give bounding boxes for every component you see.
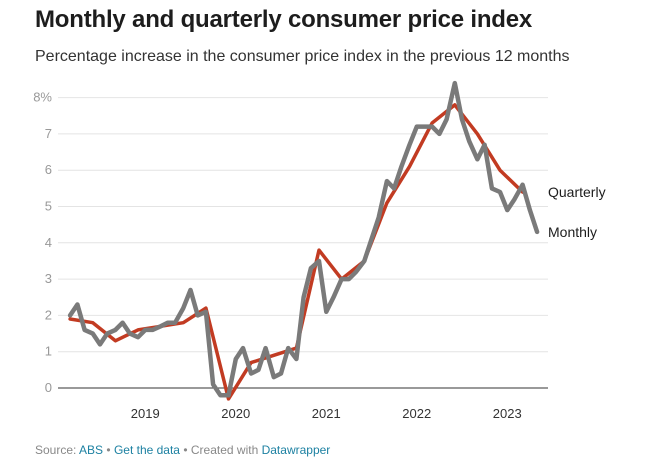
y-tick-label: 4 — [45, 235, 52, 250]
x-tick-label: 2020 — [221, 406, 250, 421]
series-end-labels: Quarterly Monthly — [548, 184, 606, 240]
quarterly-series-label: Quarterly — [548, 184, 606, 200]
source-link[interactable]: ABS — [79, 443, 104, 457]
y-tick-label: 7 — [45, 126, 52, 141]
monthly-series-line — [67, 80, 540, 398]
y-tick-label: 1 — [45, 344, 52, 359]
source-label: Source: — [35, 443, 77, 457]
y-axis-labels: 0 1 2 3 4 5 6 7 8% — [33, 90, 52, 395]
series-lines — [67, 80, 540, 401]
gridlines — [58, 97, 548, 389]
y-tick-label: 5 — [45, 199, 52, 214]
monthly-series-label: Monthly — [548, 224, 597, 240]
chart-subtitle: Percentage increase in the consumer pric… — [35, 48, 570, 65]
footer-separator: • — [183, 443, 188, 457]
datawrapper-link[interactable]: Datawrapper — [261, 443, 331, 457]
y-tick-label: 3 — [45, 271, 52, 286]
x-tick-label: 2021 — [312, 406, 341, 421]
x-tick-label: 2019 — [131, 406, 160, 421]
y-tick-label: 2 — [45, 307, 52, 322]
x-tick-label: 2023 — [493, 406, 522, 421]
created-with-label: Created with — [190, 443, 259, 457]
y-tick-label: 0 — [45, 380, 52, 395]
y-tick-label: 6 — [45, 162, 52, 177]
y-tick-label: 8% — [33, 90, 52, 105]
x-tick-label: 2022 — [402, 406, 431, 421]
line-chart: 0 1 2 3 4 5 6 7 8% 2019 2020 2021 2022 2023 Quarterl… — [33, 80, 606, 421]
chart-footer: Source: ABS • Get the data • Created wit… — [35, 443, 330, 457]
footer-separator: • — [106, 443, 111, 457]
get-data-link[interactable]: Get the data — [113, 443, 180, 457]
chart-title: Monthly and quarterly consumer price ind… — [35, 6, 533, 33]
x-axis-labels: 2019 2020 2021 2022 2023 — [131, 406, 522, 421]
